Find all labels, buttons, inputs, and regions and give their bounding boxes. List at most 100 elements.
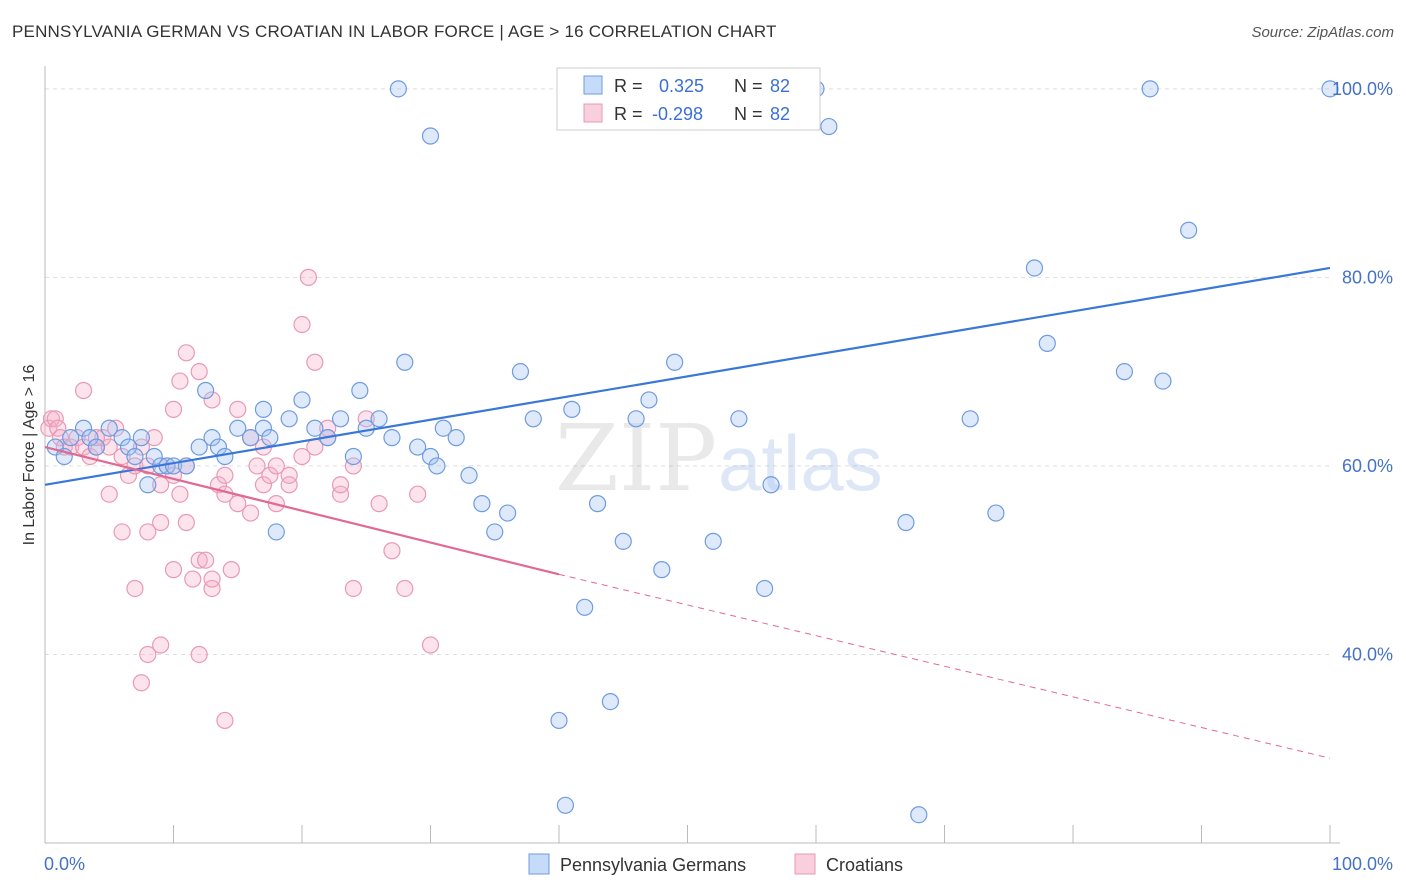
croatian-point-31 [222, 561, 240, 579]
legend-n-value-a: 82 [770, 76, 790, 96]
pennsylvania-german-point-7 [113, 429, 131, 447]
croatian-point-77 [293, 447, 311, 466]
croatian-point-14 [113, 447, 131, 466]
croatian-point-63 [113, 523, 131, 541]
source-label: Source: ZipAtlas.com [1251, 24, 1394, 41]
croatian-point-33 [242, 504, 260, 522]
croatian-point-45 [357, 410, 375, 428]
pennsylvania-german-point-49 [576, 598, 594, 616]
pennsylvania-german-point-2 [62, 429, 80, 447]
pennsylvania-german-point-59 [755, 579, 774, 598]
pennsylvania-german-point-4 [81, 429, 99, 447]
trend-lines [44, 266, 1331, 759]
pennsylvania-german-point-9 [126, 447, 144, 466]
bottom-legend-label-b: Croatians [826, 855, 903, 875]
croatian-point-24 [177, 513, 195, 532]
legend-r-value-a: 0.325 [659, 76, 704, 96]
croatian-point-53 [152, 636, 170, 654]
croatian-point-62 [100, 485, 118, 503]
pennsylvania-german-point-64 [961, 410, 979, 428]
pennsylvania-german-point-40 [447, 429, 465, 447]
pennsylvania-german-point-24 [261, 429, 279, 447]
pennsylvania-german-point-50 [588, 495, 607, 513]
pennsylvania-german-point-5 [87, 438, 106, 456]
pennsylvania-german-point-51 [601, 692, 620, 711]
croatian-point-54 [164, 400, 183, 418]
pennsylvania-german-point-58 [730, 410, 748, 428]
pennsylvania-german-point-30 [331, 410, 350, 428]
pennsylvania-german-point-54 [640, 391, 658, 409]
croatian-point-55 [171, 372, 189, 390]
croatian-point-60 [74, 381, 93, 400]
croatian-point-26 [190, 551, 208, 569]
pennsylvania-german-point-11 [139, 476, 157, 494]
croatian-point-46 [370, 495, 388, 513]
stats-legend: R = 0.325 N = 82 R = -0.298 N = 82 [556, 67, 821, 131]
croatian-point-58 [203, 391, 221, 409]
croatian-point-67 [164, 561, 183, 579]
legend-n-label-b: N = [734, 104, 763, 124]
legend-n-value-b: 82 [770, 104, 790, 124]
croatian-point-81 [344, 457, 362, 475]
pennsylvania-german-point-28 [306, 419, 324, 437]
y-tick-label-0: 40.0% [1342, 644, 1393, 664]
pennsylvania-german-point-26 [280, 410, 298, 428]
croatian-point-17 [132, 438, 150, 456]
watermark-zip: ZIP [555, 405, 717, 512]
croatian-point-36 [261, 466, 279, 484]
croatian-point-56 [177, 344, 195, 362]
pennsylvania-german-point-21 [229, 419, 247, 437]
pennsylvania-germans-trend-line [44, 266, 1331, 486]
croatian-point-1 [42, 410, 61, 428]
x-tick-label-0: 0.0% [44, 854, 85, 874]
pennsylvania-german-point-44 [499, 504, 517, 522]
pennsylvania-german-point-65 [987, 504, 1005, 522]
croatian-point-59 [216, 711, 234, 730]
croatian-point-70 [203, 570, 221, 588]
croatian-point-13 [107, 419, 125, 437]
croatians-trend-extension [558, 573, 1331, 759]
pennsylvania-german-point-79 [197, 381, 215, 400]
croatian-point-65 [139, 523, 157, 541]
croatian-point-38 [280, 476, 298, 494]
croatian-point-52 [139, 645, 157, 664]
pennsylvania-german-point-34 [383, 429, 401, 447]
croatian-point-7 [68, 429, 86, 447]
croatian-point-44 [344, 579, 362, 598]
pennsylvania-german-point-20 [216, 447, 234, 466]
pennsylvania-german-point-12 [145, 447, 163, 466]
pennsylvania-german-point-78 [1321, 80, 1339, 98]
pennsylvania-german-point-41 [460, 466, 478, 484]
pennsylvania-german-point-6 [100, 419, 118, 437]
croatian-point-12 [100, 438, 118, 456]
croatian-point-23 [171, 485, 189, 503]
x-tick-label-1: 100.0% [1332, 854, 1393, 874]
pennsylvania-german-point-66 [1025, 259, 1044, 277]
pennsylvania-german-point-81 [254, 400, 273, 418]
series-legend: Pennsylvania Germans Croatians [528, 853, 903, 875]
pennsylvania-german-point-18 [203, 429, 221, 447]
croatian-point-39 [293, 315, 311, 334]
pennsylvania-german-point-57 [704, 532, 722, 550]
croatian-point-34 [248, 457, 266, 475]
pennsylvania-german-point-70 [1180, 221, 1198, 239]
croatian-point-35 [254, 476, 273, 494]
pennsylvania-german-point-63 [897, 513, 915, 532]
pennsylvania-german-point-43 [486, 523, 504, 541]
pennsylvania-german-point-67 [1038, 334, 1056, 352]
chart-title: PENNSYLVANIA GERMAN VS CROATIAN IN LABOR… [12, 22, 777, 41]
pennsylvania-german-point-25 [267, 523, 285, 541]
pennsylvania-german-point-10 [132, 429, 150, 447]
croatian-point-25 [184, 570, 202, 588]
pennsylvania-german-point-46 [524, 410, 542, 428]
pennsylvania-german-point-69 [1154, 372, 1172, 390]
croatian-point-48 [396, 579, 414, 598]
croatian-point-51 [132, 674, 150, 692]
pennsylvania-german-point-38 [428, 457, 446, 475]
croatian-point-75 [267, 457, 285, 475]
croatian-point-50 [421, 636, 440, 654]
croatian-point-61 [87, 429, 106, 447]
pennsylvania-german-point-8 [119, 438, 138, 456]
bottom-legend-swatch-blue [528, 853, 550, 875]
